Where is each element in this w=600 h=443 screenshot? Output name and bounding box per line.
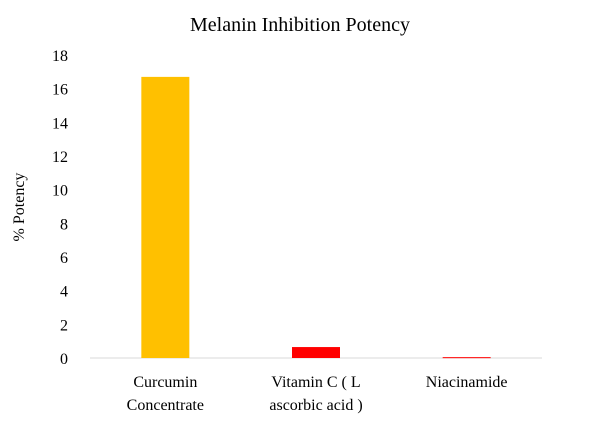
category-labels: Curcumin Concentrate Vitamin C ( L ascorbic… (127, 374, 508, 414)
x-category-label-line: Niacinamide (426, 374, 508, 391)
y-tick-label: 4 (60, 284, 68, 301)
x-category-label-line: Vitamin C ( L (271, 374, 360, 391)
chart-title: Melanin Inhibition Potency (190, 14, 410, 36)
bars-group (141, 76, 491, 359)
y-axis-ticks: 0 2 4 6 8 10 12 14 16 18 (52, 48, 68, 368)
y-tick-label: 0 (60, 351, 68, 368)
x-category-label: Vitamin C ( L ascorbic acid ) (269, 374, 362, 414)
y-tick-label: 8 (60, 216, 68, 233)
y-axis-label: % Potency (11, 173, 28, 242)
x-category-label-line: ascorbic acid ) (269, 397, 362, 414)
x-category-label-line: Curcumin (133, 374, 197, 391)
y-tick-label: 18 (52, 48, 68, 65)
bar (141, 76, 190, 358)
y-tick-label: 16 (52, 82, 68, 99)
bar (292, 347, 340, 358)
y-tick-label: 12 (52, 149, 68, 166)
y-tick-label: 2 (60, 317, 68, 334)
bar (442, 357, 491, 359)
y-tick-label: 6 (60, 250, 68, 267)
x-category-label-line: Concentrate (127, 397, 204, 414)
x-category-label: Curcumin Concentrate (127, 374, 204, 414)
x-category-label: Niacinamide (426, 374, 508, 391)
y-tick-label: 14 (52, 115, 68, 132)
y-tick-label: 10 (52, 183, 68, 200)
